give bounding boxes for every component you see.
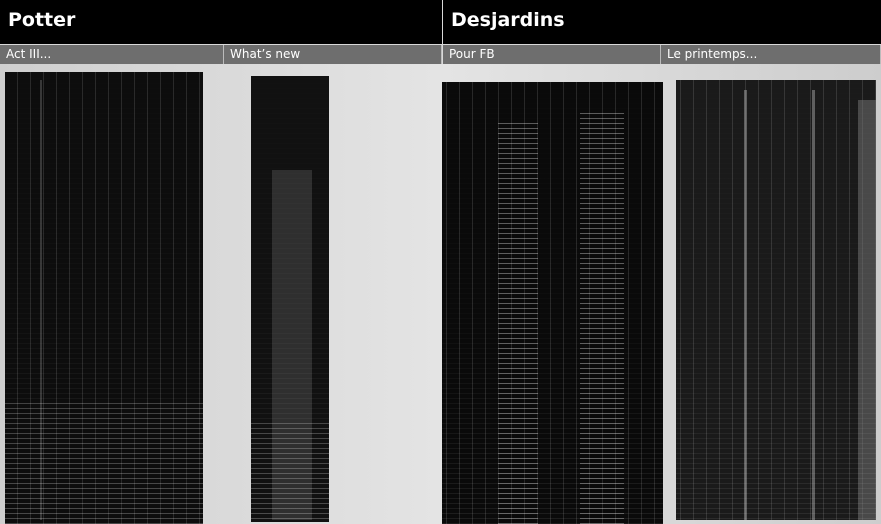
spectrogram bbox=[676, 80, 876, 520]
spectrogram bbox=[251, 76, 329, 522]
spectrogram bbox=[442, 82, 663, 524]
panel-label: Pour FB bbox=[443, 45, 661, 64]
spectrogram bbox=[5, 72, 203, 524]
group-title: Potter bbox=[0, 0, 442, 44]
panel-label: Le printemps... bbox=[661, 45, 881, 64]
panel-label: Act III... bbox=[0, 45, 224, 64]
panel-label: What’s new bbox=[224, 45, 442, 64]
group-title: Desjardins bbox=[443, 0, 881, 44]
